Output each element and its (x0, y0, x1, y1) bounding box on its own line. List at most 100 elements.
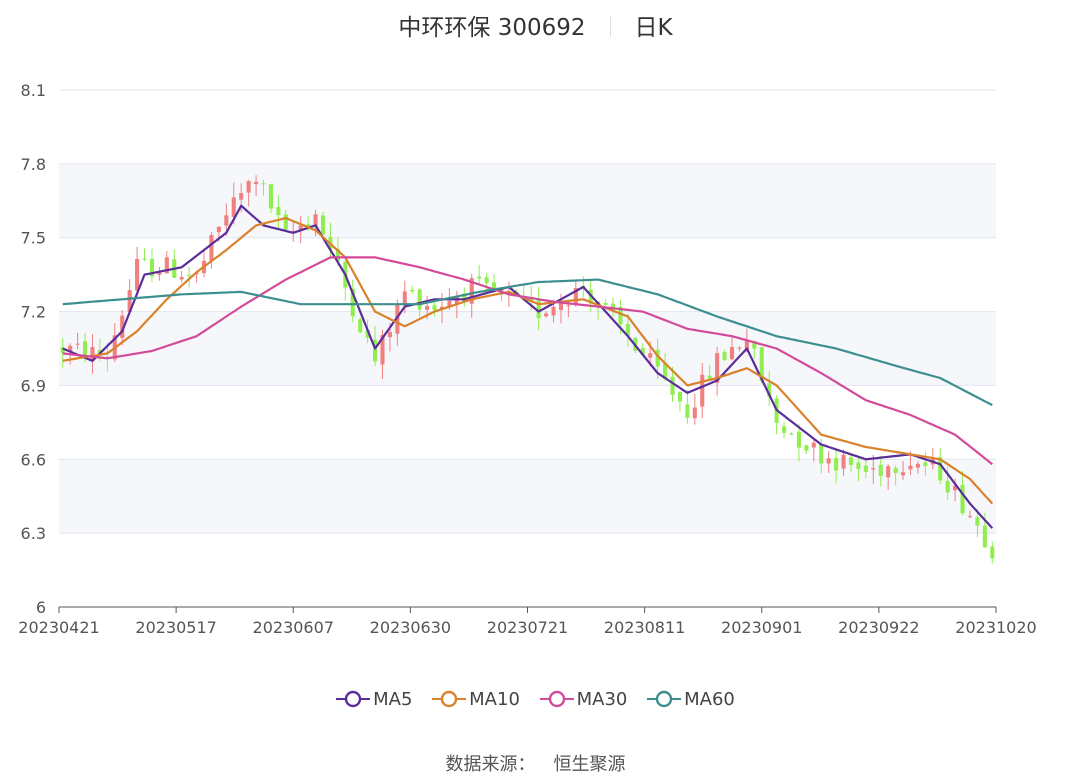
x-tick-label: 20230811 (604, 618, 685, 637)
candlestick[interactable] (782, 421, 787, 439)
candlestick[interactable] (915, 460, 920, 474)
candlestick[interactable] (900, 461, 906, 480)
candlestick[interactable] (179, 270, 184, 283)
legend-label: MA60 (684, 688, 735, 710)
candlestick[interactable] (60, 338, 65, 368)
candlestick[interactable] (796, 423, 801, 462)
candlestick[interactable] (350, 279, 355, 323)
candlestick[interactable] (886, 464, 891, 490)
candlestick[interactable] (157, 267, 162, 281)
x-tick-label: 20230721 (487, 618, 568, 637)
candle-body (387, 331, 392, 338)
y-tick-label: 6 (36, 598, 46, 617)
candle-body (313, 214, 318, 227)
candlestick[interactable] (313, 209, 318, 237)
candlestick[interactable] (789, 432, 794, 436)
period-label[interactable]: 日K (634, 15, 673, 41)
candlestick[interactable] (120, 310, 125, 346)
candlestick[interactable] (737, 346, 742, 352)
ma-lines[interactable] (62, 204, 994, 529)
candlestick[interactable] (142, 248, 147, 262)
candlestick[interactable] (938, 448, 943, 485)
candlestick[interactable] (75, 332, 80, 350)
candle-body (663, 363, 668, 380)
candlestick[interactable] (90, 334, 95, 374)
ma-line-ma10[interactable] (62, 216, 994, 505)
candlestick[interactable] (172, 249, 177, 278)
candlestick[interactable] (462, 287, 467, 307)
candlestick[interactable] (283, 209, 288, 230)
legend-item-ma30[interactable]: MA30 (539, 688, 627, 710)
candle-body (224, 215, 229, 226)
candle-body (700, 374, 705, 407)
candlestick[interactable] (774, 395, 779, 435)
grid-bands (59, 163, 996, 534)
candlestick[interactable] (848, 452, 854, 472)
candlestick[interactable] (209, 232, 214, 269)
candlestick[interactable] (268, 184, 273, 214)
candlestick[interactable] (477, 264, 482, 286)
candlestick[interactable] (544, 311, 549, 318)
candlestick[interactable] (149, 248, 155, 283)
candlestick[interactable] (722, 349, 727, 362)
candlestick[interactable] (975, 508, 980, 538)
candle-body (373, 339, 378, 362)
candlestick[interactable] (663, 353, 668, 382)
candlestick[interactable] (224, 203, 229, 236)
legend-item-ma5[interactable]: MA5 (336, 688, 412, 710)
candlestick[interactable] (729, 337, 735, 361)
candlestick[interactable] (707, 364, 712, 381)
candlestick[interactable] (700, 363, 705, 419)
title-divider (609, 17, 611, 37)
candlestick[interactable] (715, 347, 720, 396)
ma-line-ma60[interactable] (62, 278, 993, 407)
candle-body (127, 290, 132, 313)
candlestick[interactable] (826, 451, 831, 474)
legend-item-ma10[interactable]: MA10 (432, 688, 520, 710)
candlestick[interactable] (320, 211, 326, 240)
x-axis: 20230421 20230517 20230607 20230630 20230721… (18, 606, 1037, 637)
candlestick[interactable] (856, 456, 861, 482)
candle-body (856, 462, 861, 470)
candlestick[interactable] (410, 285, 415, 294)
candle-body (544, 313, 549, 317)
candle-body (149, 258, 155, 277)
grid-band (59, 311, 996, 386)
candle-body (990, 546, 995, 559)
x-tick-label: 20230607 (253, 618, 334, 637)
candlestick[interactable] (893, 465, 898, 486)
legend-item-ma60[interactable]: MA60 (647, 688, 735, 710)
candlestick[interactable] (187, 266, 192, 288)
candlestick[interactable] (863, 459, 868, 479)
candlestick[interactable] (767, 371, 772, 407)
candlestick[interactable] (276, 195, 281, 230)
ma-line-ma30[interactable] (62, 256, 993, 466)
candlestick[interactable] (841, 449, 846, 476)
candlestick[interactable] (878, 456, 883, 487)
candlestick[interactable] (254, 175, 259, 197)
candlestick[interactable] (804, 444, 809, 454)
kline-chart[interactable]: 66.36.66.97.27.57.88.1 20230421 20230517 2… (0, 0, 1071, 680)
candlestick[interactable] (135, 246, 140, 296)
candlestick[interactable] (677, 391, 682, 412)
candle-body (648, 353, 653, 358)
candlestick[interactable] (358, 317, 363, 334)
candlestick[interactable] (246, 179, 251, 207)
candlestick[interactable] (923, 451, 928, 476)
candlestick[interactable] (291, 221, 296, 242)
candlestick[interactable] (261, 179, 266, 196)
candlestick[interactable] (811, 437, 816, 462)
candlestick[interactable] (625, 313, 630, 347)
candle-body (68, 345, 73, 352)
candlestick[interactable] (685, 389, 690, 424)
candle-body (625, 323, 630, 337)
candlestick[interactable] (990, 541, 995, 564)
ma-line-ma5[interactable] (62, 204, 994, 529)
candlestick[interactable] (692, 393, 697, 425)
candlestick[interactable] (834, 449, 839, 484)
candlestick[interactable] (967, 510, 973, 519)
candlestick[interactable] (536, 286, 541, 331)
candle-body (782, 426, 787, 433)
candlestick[interactable] (573, 279, 578, 308)
candlestick[interactable] (670, 367, 675, 403)
